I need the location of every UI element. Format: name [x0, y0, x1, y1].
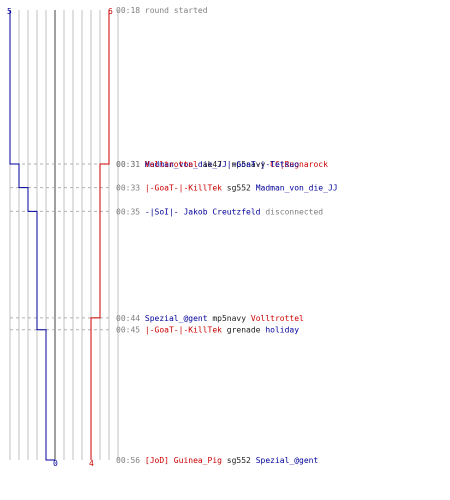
event-time: 00:44	[116, 314, 145, 323]
event-time: 00:18	[116, 6, 145, 15]
event-text: ak47	[198, 160, 222, 169]
grid-lines	[9, 10, 119, 460]
event-time: 00:31	[116, 160, 145, 169]
event-text: -|SoI|- Jakob Creutzfeld	[145, 207, 261, 216]
event-text: grenade	[222, 326, 261, 335]
event-text: Madman_von_die_JJ	[251, 184, 338, 193]
blue-start-score: 5	[7, 7, 12, 16]
event-text: Volltrottel	[246, 314, 304, 323]
event-time: 00:35	[116, 207, 145, 216]
event-time: 00:31	[116, 160, 145, 169]
event-text: holiday	[261, 326, 300, 335]
red-start-score: 6	[108, 7, 113, 16]
event-row: 00:35 -|SoI|- Jakob Creutzfeld disconnec…	[116, 207, 323, 216]
event-text: CC|Ragnarock	[265, 160, 328, 169]
event-text: [JoD] Guinea_Pig	[145, 456, 222, 465]
event-text: Madman_von_die_JJ	[145, 160, 227, 169]
event-text: |-GoaT-|-KillTek	[145, 184, 222, 193]
score-labels: 5 6 0 4	[7, 7, 113, 468]
event-row: 00:45 |-GoaT-|-KillTek grenade holiday	[116, 326, 299, 335]
event-time: 00:33	[116, 184, 145, 193]
event-text: |-GoaT-|-KillTek	[145, 326, 222, 335]
event-text: Volltrottel	[145, 160, 198, 169]
event-text: mp5navy	[208, 314, 247, 323]
red-team-score-line	[90, 10, 110, 460]
event-text: round started	[145, 6, 208, 15]
team-lines	[9, 10, 110, 461]
event-dash-lines	[10, 163, 112, 331]
event-text: sg552	[222, 456, 251, 465]
event-text: Spezial_@gent	[145, 314, 208, 323]
event-text: |-GoaT-|-Tetsuo	[222, 160, 299, 169]
event-row: 00:33 |-GoaT-|-KillTek sg552 Madman_von_…	[116, 184, 338, 193]
event-log: 00:18 round started 00:31 Madman_von_die_…	[116, 6, 338, 465]
event-text: disconnected	[261, 207, 324, 216]
red-end-score: 4	[89, 459, 94, 468]
event-row: 00:31 Madman_von_die_JJ mp5navy CC|Ragna…	[116, 160, 328, 169]
event-text: sg552	[222, 184, 251, 193]
blue-team-score-line	[9, 10, 55, 461]
event-row: 00:31 Volltrottel ak47 |-GoaT-|-Tetsuo	[116, 160, 299, 169]
event-row: 00:18 round started	[116, 6, 208, 15]
event-time: 00:56	[116, 456, 145, 465]
event-text: Spezial_@gent	[251, 456, 319, 465]
event-time: 00:45	[116, 326, 145, 335]
blue-end-score: 0	[53, 459, 58, 468]
event-text: mp5navy	[227, 160, 266, 169]
event-row: 00:56 [JoD] Guinea_Pig sg552 Spezial_@ge…	[116, 456, 318, 465]
event-row: 00:44 Spezial_@gent mp5navy Volltrottel	[116, 314, 304, 323]
